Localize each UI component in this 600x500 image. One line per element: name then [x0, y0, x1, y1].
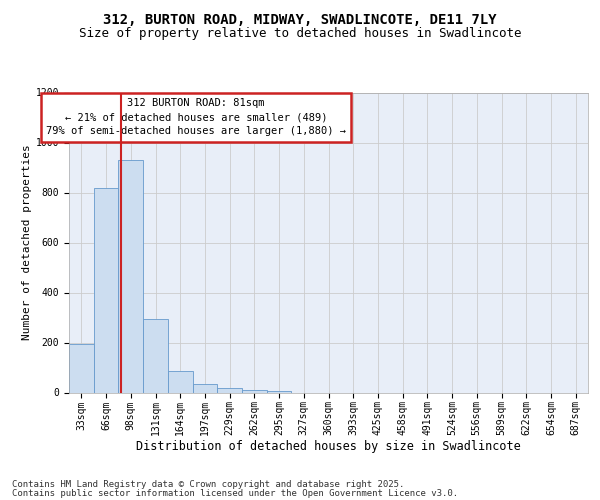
Bar	[143, 319, 168, 392]
Text: 312 BURTON ROAD: 81sqm
← 21% of detached houses are smaller (489)
79% of semi-de: 312 BURTON ROAD: 81sqm ← 21% of detached…	[46, 98, 346, 136]
Text: Size of property relative to detached houses in Swadlincote: Size of property relative to detached ho…	[79, 28, 521, 40]
Bar	[193, 384, 217, 392]
Bar	[267, 391, 292, 392]
Text: 312, BURTON ROAD, MIDWAY, SWADLINCOTE, DE11 7LY: 312, BURTON ROAD, MIDWAY, SWADLINCOTE, D…	[103, 12, 497, 26]
Bar	[118, 160, 143, 392]
Y-axis label: Number of detached properties: Number of detached properties	[22, 144, 32, 340]
Bar	[94, 188, 118, 392]
Bar	[217, 388, 242, 392]
Bar	[168, 371, 193, 392]
Bar	[69, 344, 94, 393]
X-axis label: Distribution of detached houses by size in Swadlincote: Distribution of detached houses by size …	[136, 440, 521, 452]
Bar	[242, 390, 267, 392]
Text: Contains HM Land Registry data © Crown copyright and database right 2025.: Contains HM Land Registry data © Crown c…	[12, 480, 404, 489]
Text: Contains public sector information licensed under the Open Government Licence v3: Contains public sector information licen…	[12, 488, 458, 498]
